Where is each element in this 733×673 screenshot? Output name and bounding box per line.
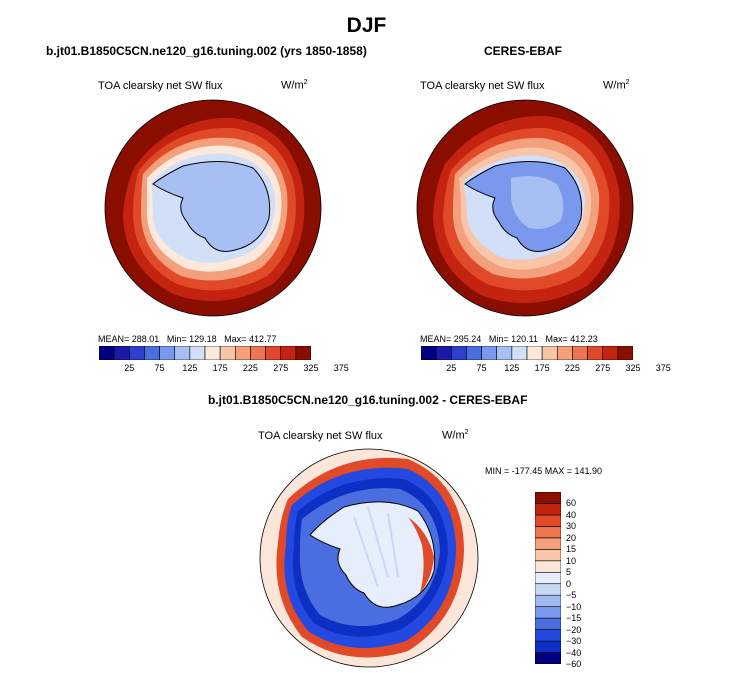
- colorbar-swatch: [189, 346, 206, 360]
- colorbar-tick-label: 60: [566, 498, 577, 509]
- panel3-colorbar-labels: 60 40 30 20 15 10 5 0 −5 −10 −15 −20 −30 −40 −60: [566, 492, 606, 669]
- colorbar-swatch: [535, 617, 561, 630]
- colorbar-tick-label: 30: [566, 521, 577, 532]
- colorbar-swatch: [535, 594, 561, 607]
- colorbar-swatch: [435, 346, 452, 360]
- colorbar-swatch: [541, 346, 558, 360]
- colorbar-tick-label: −10: [566, 601, 582, 612]
- colorbar-tick-label: 375: [655, 363, 671, 373]
- colorbar-swatch: [511, 346, 528, 360]
- colorbar-swatch: [535, 652, 561, 664]
- colorbar-swatch: [481, 346, 498, 360]
- colorbar-tick-label: 125: [504, 363, 520, 373]
- panel2-colorbar: [421, 346, 633, 360]
- colorbar-swatch: [535, 583, 561, 596]
- panel3-variable: TOA clearsky net SW flux: [258, 430, 383, 442]
- colorbar-swatch: [587, 346, 604, 360]
- panel3-map: [259, 448, 479, 668]
- colorbar-tick-label: 175: [534, 363, 550, 373]
- colorbar-swatch: [602, 346, 619, 360]
- colorbar-tick-label: 75: [154, 363, 165, 373]
- panel3-colorbar: [535, 492, 561, 664]
- colorbar-tick-label: 10: [566, 555, 577, 566]
- colorbar-swatch: [535, 492, 561, 504]
- panel1-title: b.jt01.B1850C5CN.ne120_g16.tuning.002 (y…: [46, 44, 367, 58]
- colorbar-swatch: [204, 346, 221, 360]
- colorbar-swatch: [219, 346, 236, 360]
- panel1-colorbar: [99, 346, 311, 360]
- colorbar-tick-label: 325: [625, 363, 641, 373]
- colorbar-tick-label: −40: [566, 647, 582, 658]
- panel1-variable: TOA clearsky net SW flux: [98, 80, 223, 92]
- panel2-variable: TOA clearsky net SW flux: [420, 80, 545, 92]
- colorbar-tick-label: 125: [182, 363, 198, 373]
- colorbar-swatch: [556, 346, 573, 360]
- panel2-map: [416, 99, 634, 317]
- colorbar-swatch: [535, 560, 561, 573]
- colorbar-tick-label: −5: [566, 590, 577, 601]
- panel1-stats: MEAN= 288.01 Min= 129.18 Max= 412.77: [98, 334, 277, 344]
- colorbar-swatch: [250, 346, 266, 360]
- panel2-units: W/m2: [603, 79, 630, 92]
- colorbar-swatch: [535, 606, 561, 619]
- colorbar-swatch: [174, 346, 191, 360]
- colorbar-tick-label: −20: [566, 624, 582, 635]
- colorbar-tick-label: −60: [566, 659, 582, 669]
- colorbar-tick-label: 25: [446, 363, 457, 373]
- colorbar-tick-label: 225: [242, 363, 258, 373]
- colorbar-tick-label: 175: [212, 363, 228, 373]
- colorbar-swatch: [535, 514, 561, 527]
- colorbar-tick-label: −15: [566, 613, 582, 624]
- colorbar-swatch: [234, 346, 251, 360]
- colorbar-swatch: [535, 503, 561, 516]
- colorbar-swatch: [113, 346, 130, 360]
- colorbar-tick-label: 0: [566, 578, 572, 589]
- panel3-units: W/m2: [442, 429, 469, 442]
- colorbar-swatch: [617, 346, 633, 360]
- colorbar-tick-label: 275: [595, 363, 611, 373]
- colorbar-swatch: [535, 571, 561, 585]
- colorbar-swatch: [159, 346, 176, 360]
- colorbar-swatch: [535, 549, 561, 562]
- panel2-stats: MEAN= 295.24 Min= 120.11 Max= 412.23: [420, 334, 598, 344]
- colorbar-tick-label: 225: [564, 363, 580, 373]
- panel3-stats: MIN = -177.45 MAX = 141.90: [485, 466, 603, 476]
- colorbar-tick-label: 75: [476, 363, 487, 373]
- colorbar-tick-label: −30: [566, 636, 582, 647]
- colorbar-tick-label: 40: [566, 509, 577, 520]
- colorbar-swatch: [265, 346, 282, 360]
- panel1-map: [104, 99, 322, 317]
- colorbar-swatch: [144, 346, 160, 360]
- panel3-title: b.jt01.B1850C5CN.ne120_g16.tuning.002 - …: [208, 393, 528, 407]
- colorbar-swatch: [526, 346, 543, 360]
- colorbar-swatch: [496, 346, 513, 360]
- colorbar-swatch: [535, 640, 561, 653]
- colorbar-swatch: [535, 526, 561, 539]
- panel2-title: CERES-EBAF: [484, 44, 563, 58]
- colorbar-swatch: [450, 346, 467, 360]
- colorbar-tick-label: 25: [124, 363, 135, 373]
- colorbar-tick-label: 275: [273, 363, 289, 373]
- colorbar-swatch: [466, 346, 482, 360]
- colorbar-swatch: [128, 346, 145, 360]
- colorbar-swatch: [295, 346, 311, 360]
- colorbar-tick-label: 375: [333, 363, 349, 373]
- colorbar-swatch: [535, 537, 561, 550]
- panel2-colorbar-ticks: 25 75 125 175 225 275 325 375: [421, 363, 671, 375]
- colorbar-swatch: [572, 346, 588, 360]
- colorbar-swatch: [535, 629, 561, 642]
- colorbar-tick-label: 15: [566, 544, 577, 555]
- colorbar-tick-label: 5: [566, 567, 572, 578]
- panel1-colorbar-ticks: 25 75 125 175 225 275 325 375: [99, 363, 349, 375]
- colorbar-swatch: [99, 346, 115, 360]
- panel1-units: W/m2: [281, 79, 308, 92]
- colorbar-swatch: [421, 346, 437, 360]
- colorbar-tick-label: 325: [303, 363, 319, 373]
- colorbar-swatch: [280, 346, 297, 360]
- colorbar-tick-label: 20: [566, 532, 577, 543]
- figure-title: DJF: [346, 14, 387, 37]
